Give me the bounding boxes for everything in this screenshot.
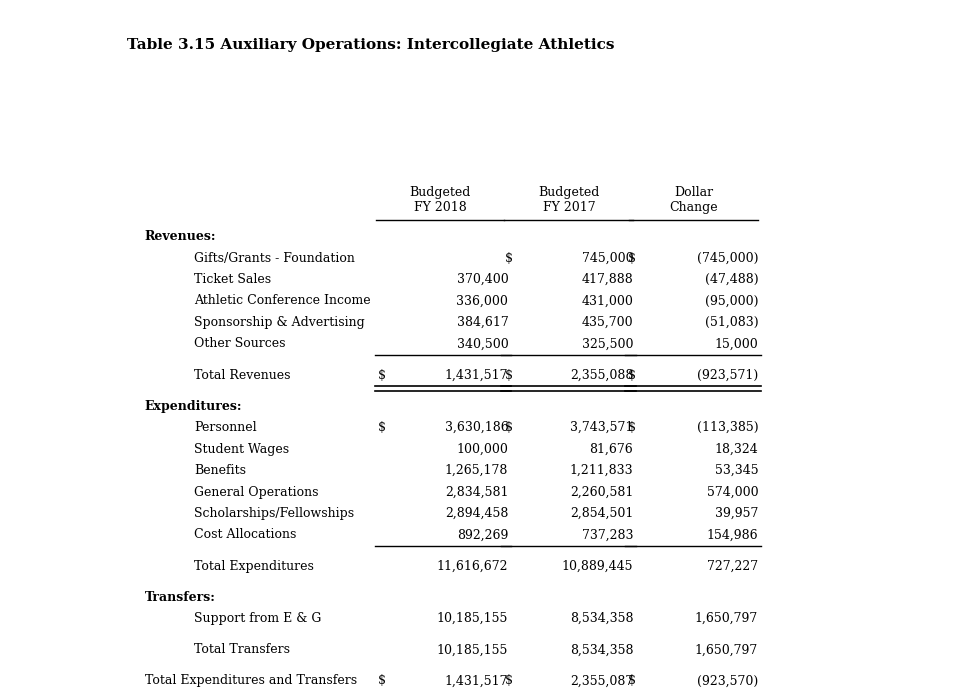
Text: 3,743,571: 3,743,571 xyxy=(570,421,633,434)
Text: 10,185,155: 10,185,155 xyxy=(437,643,508,657)
Text: $: $ xyxy=(504,421,513,434)
Text: 727,227: 727,227 xyxy=(707,560,758,573)
Text: 1,650,797: 1,650,797 xyxy=(695,612,758,625)
Text: 737,283: 737,283 xyxy=(581,528,633,542)
Text: Sponsorship & Advertising: Sponsorship & Advertising xyxy=(194,316,364,329)
Text: 10,889,445: 10,889,445 xyxy=(562,560,633,573)
Text: Student Wages: Student Wages xyxy=(194,443,289,456)
Text: Support from E & G: Support from E & G xyxy=(194,612,321,625)
Text: 1,431,517: 1,431,517 xyxy=(445,675,508,687)
Text: 1,265,178: 1,265,178 xyxy=(445,464,508,477)
Text: 8,534,358: 8,534,358 xyxy=(570,643,633,657)
Text: Cost Allocations: Cost Allocations xyxy=(194,528,296,542)
Text: General Operations: General Operations xyxy=(194,486,319,498)
Text: 3,630,186: 3,630,186 xyxy=(445,421,508,434)
Text: 574,000: 574,000 xyxy=(706,486,758,498)
Text: (95,000): (95,000) xyxy=(704,295,758,307)
Text: 1,650,797: 1,650,797 xyxy=(695,643,758,657)
Text: $: $ xyxy=(628,252,636,265)
Text: 100,000: 100,000 xyxy=(456,443,508,456)
Text: 384,617: 384,617 xyxy=(456,316,508,329)
Text: Benefits: Benefits xyxy=(194,464,246,477)
Text: 154,986: 154,986 xyxy=(706,528,758,542)
Text: 431,000: 431,000 xyxy=(581,295,633,307)
Text: 2,854,501: 2,854,501 xyxy=(570,507,633,520)
Text: (51,083): (51,083) xyxy=(704,316,758,329)
Text: 745,000: 745,000 xyxy=(581,252,633,265)
Text: $: $ xyxy=(378,369,386,381)
Text: (745,000): (745,000) xyxy=(697,252,758,265)
Text: Total Expenditures: Total Expenditures xyxy=(194,560,314,573)
Text: Table 3.15 Auxiliary Operations: Intercollegiate Athletics: Table 3.15 Auxiliary Operations: Interco… xyxy=(127,38,615,52)
Text: 81,676: 81,676 xyxy=(589,443,633,456)
Text: (47,488): (47,488) xyxy=(704,273,758,286)
Text: Dollar
Change: Dollar Change xyxy=(669,185,718,213)
Text: $: $ xyxy=(628,369,636,381)
Text: $: $ xyxy=(628,675,636,687)
Text: Ticket Sales: Ticket Sales xyxy=(194,273,272,286)
Text: 2,834,581: 2,834,581 xyxy=(445,486,508,498)
Text: Total Transfers: Total Transfers xyxy=(194,643,290,657)
Text: Revenues:: Revenues: xyxy=(145,230,216,243)
Text: Budgeted
FY 2017: Budgeted FY 2017 xyxy=(538,185,600,213)
Text: 18,324: 18,324 xyxy=(714,443,758,456)
Text: 2,260,581: 2,260,581 xyxy=(570,486,633,498)
Text: Expenditures:: Expenditures: xyxy=(145,399,242,413)
Text: Total Expenditures and Transfers: Total Expenditures and Transfers xyxy=(145,675,357,687)
Text: Transfers:: Transfers: xyxy=(145,591,216,604)
Text: 336,000: 336,000 xyxy=(456,295,508,307)
Text: (923,571): (923,571) xyxy=(697,369,758,381)
Text: 39,957: 39,957 xyxy=(715,507,758,520)
Text: 10,185,155: 10,185,155 xyxy=(437,612,508,625)
Text: 340,500: 340,500 xyxy=(456,337,508,351)
Text: $: $ xyxy=(504,252,513,265)
Text: 435,700: 435,700 xyxy=(581,316,633,329)
Text: $: $ xyxy=(378,675,386,687)
Text: 370,400: 370,400 xyxy=(456,273,508,286)
Text: (923,570): (923,570) xyxy=(697,675,758,687)
Text: 8,534,358: 8,534,358 xyxy=(570,612,633,625)
Text: 15,000: 15,000 xyxy=(714,337,758,351)
Text: $: $ xyxy=(504,675,513,687)
Text: 2,355,087: 2,355,087 xyxy=(570,675,633,687)
Text: Budgeted
FY 2018: Budgeted FY 2018 xyxy=(409,185,471,213)
Text: 1,211,833: 1,211,833 xyxy=(570,464,633,477)
Text: Scholarships/Fellowships: Scholarships/Fellowships xyxy=(194,507,355,520)
Text: 11,616,672: 11,616,672 xyxy=(437,560,508,573)
Text: $: $ xyxy=(378,421,386,434)
Text: 2,355,088: 2,355,088 xyxy=(570,369,633,381)
Text: 417,888: 417,888 xyxy=(581,273,633,286)
Text: 1,431,517: 1,431,517 xyxy=(445,369,508,381)
Text: 53,345: 53,345 xyxy=(714,464,758,477)
Text: Gifts/Grants - Foundation: Gifts/Grants - Foundation xyxy=(194,252,355,265)
Text: $: $ xyxy=(504,369,513,381)
Text: Other Sources: Other Sources xyxy=(194,337,285,351)
Text: 2,894,458: 2,894,458 xyxy=(445,507,508,520)
Text: Athletic Conference Income: Athletic Conference Income xyxy=(194,295,370,307)
Text: (113,385): (113,385) xyxy=(697,421,758,434)
Text: $: $ xyxy=(628,421,636,434)
Text: Total Revenues: Total Revenues xyxy=(194,369,290,381)
Text: 892,269: 892,269 xyxy=(457,528,508,542)
Text: 325,500: 325,500 xyxy=(581,337,633,351)
Text: Personnel: Personnel xyxy=(194,421,257,434)
